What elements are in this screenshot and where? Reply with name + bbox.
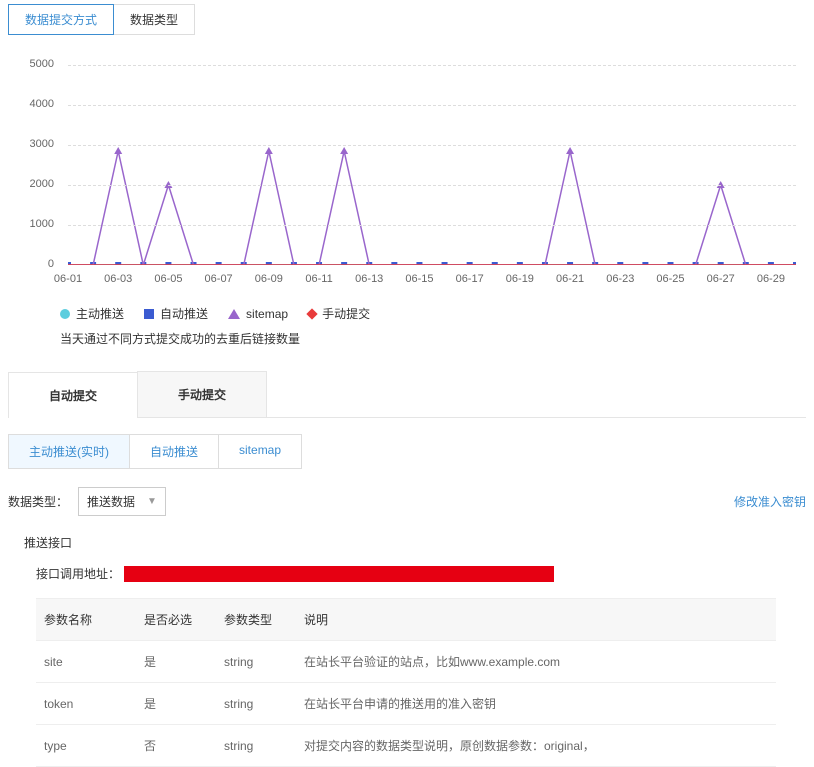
line-chart <box>68 65 796 265</box>
table-row: type否string对提交内容的数据类型说明，原创数据参数：original， <box>36 725 776 767</box>
y-tick-label: 0 <box>48 258 54 270</box>
square-marker-icon <box>144 309 154 319</box>
legend-label: 手动提交 <box>322 305 370 322</box>
x-tick-label: 06-15 <box>405 273 433 285</box>
legend-label: sitemap <box>246 307 288 321</box>
cell-required: 否 <box>136 725 216 767</box>
circle-marker-icon <box>60 309 70 319</box>
x-tick-label: 06-29 <box>757 273 785 285</box>
diamond-marker-icon <box>306 308 317 319</box>
tab-submit-method[interactable]: 数据提交方式 <box>8 4 114 35</box>
chart-legend: 主动推送 自动推送 sitemap 手动提交 <box>60 305 806 322</box>
cell-type: string <box>216 725 296 767</box>
series-line-sitemap <box>68 151 796 265</box>
x-tick-label: 06-03 <box>104 273 132 285</box>
cell-required: 是 <box>136 683 216 725</box>
table-row: token是string在站长平台申请的推送用的准入密钥 <box>36 683 776 725</box>
y-tick-label: 1000 <box>30 218 54 230</box>
subtab-active-push[interactable]: 主动推送(实时) <box>8 434 130 469</box>
legend-label: 主动推送 <box>76 305 124 322</box>
y-tick-label: 4000 <box>30 98 54 110</box>
table-row: site是string在站长平台验证的站点，比如www.example.com <box>36 641 776 683</box>
cell-name: token <box>36 683 136 725</box>
filter-row: 数据类型： 推送数据 ▼ 修改准入密钥 <box>8 487 806 516</box>
cell-desc: 在站长平台申请的推送用的准入密钥 <box>296 683 776 725</box>
legend-label: 自动推送 <box>160 305 208 322</box>
x-tick-label: 06-17 <box>456 273 484 285</box>
chevron-down-icon: ▼ <box>147 496 157 507</box>
chart-marker <box>340 147 348 154</box>
main-tabs: 自动提交 手动提交 <box>8 371 806 418</box>
cell-name: type <box>36 725 136 767</box>
legend-manual: 手动提交 <box>308 305 370 322</box>
tab-auto-submit[interactable]: 自动提交 <box>8 372 138 418</box>
y-tick-label: 3000 <box>30 138 54 150</box>
modify-key-link[interactable]: 修改准入密钥 <box>734 493 806 510</box>
cell-name: site <box>36 641 136 683</box>
x-tick-label: 06-05 <box>154 273 182 285</box>
chart-marker <box>265 147 273 154</box>
select-value: 推送数据 <box>87 493 135 510</box>
legend-active-push: 主动推送 <box>60 305 124 322</box>
x-tick-label: 06-11 <box>305 273 332 285</box>
chart-marker <box>566 147 574 154</box>
data-type-select[interactable]: 推送数据 ▼ <box>78 487 166 516</box>
y-tick-label: 5000 <box>30 58 54 70</box>
cell-type: string <box>216 641 296 683</box>
cell-desc: 在站长平台验证的站点，比如www.example.com <box>296 641 776 683</box>
col-type: 参数类型 <box>216 599 296 641</box>
cell-desc: 对提交内容的数据类型说明，原创数据参数：original， <box>296 725 776 767</box>
legend-auto-push: 自动推送 <box>144 305 208 322</box>
api-url-redacted <box>124 566 554 582</box>
params-table: 参数名称 是否必选 参数类型 说明 site是string在站长平台验证的站点，… <box>36 598 776 767</box>
x-tick-label: 06-19 <box>506 273 534 285</box>
x-tick-label: 06-07 <box>205 273 233 285</box>
x-tick-label: 06-27 <box>707 273 735 285</box>
x-tick-label: 06-25 <box>656 273 684 285</box>
x-tick-label: 06-13 <box>355 273 383 285</box>
col-name: 参数名称 <box>36 599 136 641</box>
chart-container: 0 1000 2000 3000 4000 5000 06-01 06-03 06-05 06-0… <box>8 55 806 295</box>
cell-type: string <box>216 683 296 725</box>
x-tick-label: 06-21 <box>556 273 584 285</box>
top-tabs: 数据提交方式 数据类型 <box>8 4 806 35</box>
api-section-title: 推送接口 <box>24 534 806 551</box>
gridline <box>68 145 796 146</box>
subtab-auto-push[interactable]: 自动推送 <box>129 434 219 469</box>
col-desc: 说明 <box>296 599 776 641</box>
gridline <box>68 65 796 66</box>
x-tick-label: 06-09 <box>255 273 283 285</box>
y-tick-label: 2000 <box>30 178 54 190</box>
api-url-label: 接口调用地址： <box>36 565 120 582</box>
chart-marker <box>114 147 122 154</box>
tab-manual-submit[interactable]: 手动提交 <box>137 371 267 417</box>
legend-sitemap: sitemap <box>228 307 288 321</box>
cell-required: 是 <box>136 641 216 683</box>
col-required: 是否必选 <box>136 599 216 641</box>
chart-note: 当天通过不同方式提交成功的去重后链接数量 <box>60 330 806 347</box>
tab-data-type[interactable]: 数据类型 <box>114 4 195 35</box>
subtab-sitemap[interactable]: sitemap <box>218 434 302 469</box>
api-url-row: 接口调用地址： <box>36 565 806 582</box>
x-tick-label: 06-23 <box>606 273 634 285</box>
triangle-marker-icon <box>228 309 240 319</box>
gridline <box>68 225 796 226</box>
filter-label: 数据类型： <box>8 493 68 510</box>
table-header-row: 参数名称 是否必选 参数类型 说明 <box>36 599 776 641</box>
x-tick-label: 06-01 <box>54 273 82 285</box>
gridline <box>68 185 796 186</box>
sub-tabs: 主动推送(实时) 自动推送 sitemap <box>8 434 806 469</box>
gridline <box>68 105 796 106</box>
